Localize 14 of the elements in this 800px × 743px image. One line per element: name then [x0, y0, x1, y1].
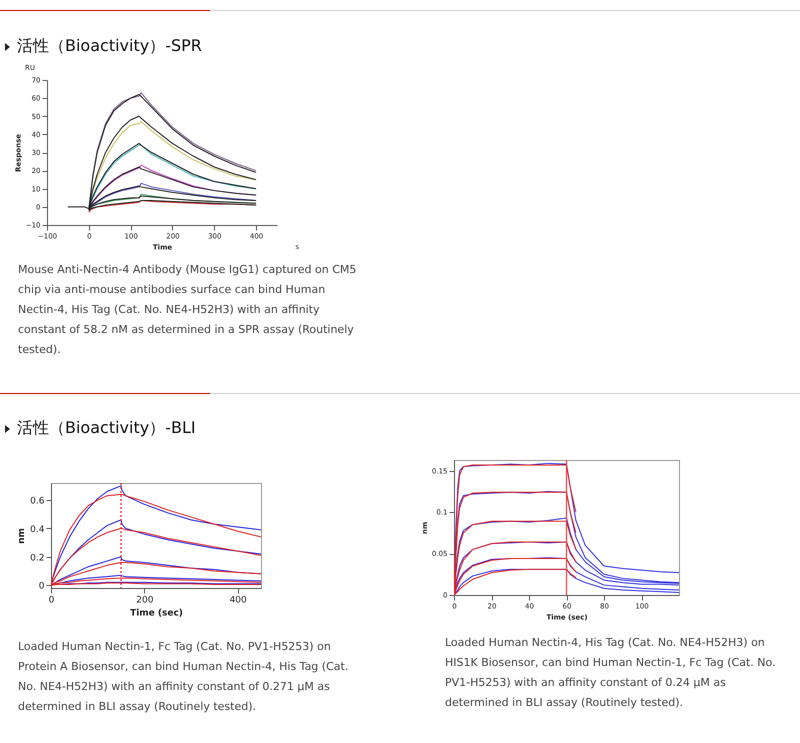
- text: Mouse Anti-Nectin-4 Antibody (Mouse IgG1) captured on CM5 chip via anti-mouse antibodies surface can bind Human Nectin-4, His Tag (Cat. No. NE4-H52H3) with an affinity constant of 58.2 nM as determined in a SPR assay (Routinely tested).: [18, 262, 358, 358]
- y-tick-label: 0.6: [30, 496, 45, 507]
- x-axis-title: Time (sec): [130, 608, 183, 618]
- y-tick-label: 0.4: [30, 524, 45, 535]
- text: Loaded Human Nectin-1, Fc Tag (Cat. No. PV1-H5253) on Protein A Biosensor, can bind Human Nectin-4, His Tag (Cat. No. NE4-H52H3) with an affinity constant of 0.271 μM as determined in BLI assay (Routinely tested).: [18, 639, 350, 715]
- chart-title: 活性（Bioactivity）-SPR: [17, 36, 202, 57]
- x-tick-label: 200: [136, 596, 154, 606]
- x-tick-label: 400: [230, 596, 248, 606]
- y-tick-label: 0.2: [30, 553, 44, 564]
- y-tick-label: 0: [38, 582, 45, 592]
- x-tick-label: 0: [48, 596, 55, 606]
- text: Loaded Human Nectin-4, His Tag (Cat. No. NE4-H52H3) on HIS1K Biosensor, can bind Human Nectin-1, Fc Tag (Cat. No. PV1-H5253) with an affinity constant of 0.24 μM as determined in BLI assay (Routinely tested).: [445, 635, 777, 711]
- y-axis-title: nm: [17, 528, 28, 544]
- chart-title: 活性（Bioactivity）-BLI: [17, 418, 196, 439]
